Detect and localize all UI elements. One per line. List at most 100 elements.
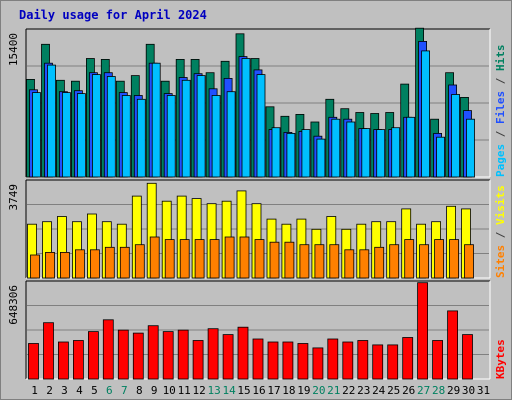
bar-bottom-kbytes-day-19 xyxy=(297,343,309,380)
bar-middle-sites-day-11 xyxy=(179,239,190,279)
bar-top-pages-day-27 xyxy=(421,50,431,178)
bar-top-pages-day-28 xyxy=(436,136,446,178)
bar-middle-sites-day-29 xyxy=(449,239,460,279)
bar-middle-sites-day-2 xyxy=(45,251,55,279)
bar-top-pages-day-5 xyxy=(92,74,101,178)
bar-middle-sites-day-16 xyxy=(254,239,265,279)
bar-middle-sites-day-22 xyxy=(344,249,355,279)
bar-bottom-kbytes-day-22 xyxy=(342,341,354,380)
bar-middle-sites-day-8 xyxy=(134,244,145,279)
bar-top-pages-day-19 xyxy=(301,129,311,178)
bar-top-pages-day-29 xyxy=(451,94,461,178)
bar-top-pages-day-11 xyxy=(181,79,191,178)
y-max-label-bottom: 648306 xyxy=(7,285,20,325)
bar-top-pages-day-10 xyxy=(166,95,176,178)
bar-middle-sites-day-6 xyxy=(104,246,115,279)
bar-middle-sites-day-7 xyxy=(119,246,130,279)
x-tick-label-day-16: 16 xyxy=(252,384,265,397)
legend-part-middle-0: Sites xyxy=(494,245,507,278)
bar-middle-sites-day-15 xyxy=(239,236,250,279)
bar-bottom-kbytes-day-6 xyxy=(102,319,114,380)
bar-bottom-kbytes-day-5 xyxy=(88,331,99,380)
bar-top-pages-day-30 xyxy=(466,118,475,178)
legend-part-middle-1: / xyxy=(494,225,507,245)
legend-part-top-4: Hits xyxy=(494,45,507,72)
x-tick-label-day-28: 28 xyxy=(432,384,445,397)
bar-top-pages-day-14 xyxy=(226,91,236,178)
x-tick-label-day-13: 13 xyxy=(207,384,220,397)
bar-middle-sites-day-24 xyxy=(374,246,385,279)
x-tick-label-day-6: 6 xyxy=(106,384,113,397)
bar-bottom-kbytes-day-28 xyxy=(432,340,444,380)
x-tick-label-day-26: 26 xyxy=(402,384,415,397)
bar-bottom-kbytes-day-29 xyxy=(447,310,459,380)
bar-top-pages-day-17 xyxy=(271,127,281,178)
x-tick-label-day-7: 7 xyxy=(121,384,128,397)
legend-bottom: KBytes xyxy=(494,339,507,379)
bar-bottom-kbytes-day-17 xyxy=(267,341,279,380)
x-tick-label-day-31: 31 xyxy=(477,384,490,397)
bar-bottom-kbytes-day-18 xyxy=(282,341,294,380)
bar-top-pages-day-20 xyxy=(316,138,326,178)
bar-middle-sites-day-13 xyxy=(209,239,220,279)
bar-top-pages-day-6 xyxy=(106,76,116,178)
bar-bottom-kbytes-day-7 xyxy=(117,329,129,380)
bar-middle-sites-day-27 xyxy=(419,244,430,279)
bar-top-pages-day-13 xyxy=(211,95,221,178)
bar-top-pages-day-2 xyxy=(47,64,56,178)
bar-middle-sites-day-25 xyxy=(389,244,400,279)
x-tick-label-day-19: 19 xyxy=(297,384,310,397)
bar-bottom-kbytes-day-23 xyxy=(357,340,369,380)
legend-part-middle-2: Visits xyxy=(494,185,507,225)
bar-middle-sites-day-5 xyxy=(90,249,100,279)
y-max-label-middle: 3749 xyxy=(7,184,20,211)
bar-top-pages-day-7 xyxy=(121,95,131,178)
bar-bottom-kbytes-day-11 xyxy=(177,329,189,380)
x-tick-label-day-1: 1 xyxy=(31,384,38,397)
bar-top-pages-day-18 xyxy=(286,132,296,178)
bar-middle-sites-day-1 xyxy=(30,254,40,279)
bar-top-pages-day-4 xyxy=(77,93,86,178)
x-tick-label-day-29: 29 xyxy=(447,384,460,397)
bar-middle-sites-day-17 xyxy=(269,241,280,279)
bar-top-pages-day-26 xyxy=(406,116,416,178)
bar-bottom-kbytes-day-20 xyxy=(312,347,324,380)
bar-bottom-kbytes-day-27 xyxy=(417,282,429,380)
x-tick-label-day-18: 18 xyxy=(282,384,295,397)
bar-middle-sites-day-21 xyxy=(329,244,340,279)
x-tick-label-day-20: 20 xyxy=(312,384,325,397)
bar-middle-sites-day-14 xyxy=(224,236,235,279)
bar-bottom-kbytes-day-4 xyxy=(73,340,84,380)
x-tick-label-day-8: 8 xyxy=(136,384,143,397)
x-tick-label-day-30: 30 xyxy=(462,384,475,397)
x-tick-label-day-14: 14 xyxy=(222,384,236,397)
bar-top-pages-day-9 xyxy=(151,62,161,178)
bar-middle-sites-day-23 xyxy=(359,249,370,279)
y-max-label-top: 15400 xyxy=(7,33,20,66)
bar-bottom-kbytes-day-8 xyxy=(132,332,144,380)
x-tick-label-day-21: 21 xyxy=(327,384,340,397)
bar-top-pages-day-21 xyxy=(331,118,341,178)
chart-title: Daily usage for April 2024 xyxy=(19,8,207,22)
bar-middle-sites-day-9 xyxy=(149,236,160,279)
x-tick-label-day-9: 9 xyxy=(151,384,158,397)
bar-top-pages-day-16 xyxy=(256,74,266,178)
x-tick-label-day-5: 5 xyxy=(91,384,98,397)
legend-part-bottom-0: KBytes xyxy=(494,339,507,379)
bar-middle-sites-day-30 xyxy=(464,244,474,279)
x-tick-label-day-12: 12 xyxy=(192,384,205,397)
bar-top-pages-day-15 xyxy=(241,58,251,178)
bar-top-pages-day-3 xyxy=(62,92,71,178)
bar-bottom-kbytes-day-9 xyxy=(147,325,159,380)
bar-bottom-kbytes-day-3 xyxy=(58,341,69,380)
bar-middle-sites-day-10 xyxy=(164,239,175,279)
bar-bottom-kbytes-day-16 xyxy=(252,338,264,380)
x-tick-label-day-22: 22 xyxy=(342,384,355,397)
bar-middle-sites-day-20 xyxy=(314,244,325,279)
bar-bottom-kbytes-day-24 xyxy=(372,344,384,380)
bar-bottom-kbytes-day-10 xyxy=(162,331,174,380)
bar-top-pages-day-24 xyxy=(376,129,386,178)
x-tick-label-day-17: 17 xyxy=(267,384,280,397)
legend-part-top-1: / xyxy=(494,124,507,144)
